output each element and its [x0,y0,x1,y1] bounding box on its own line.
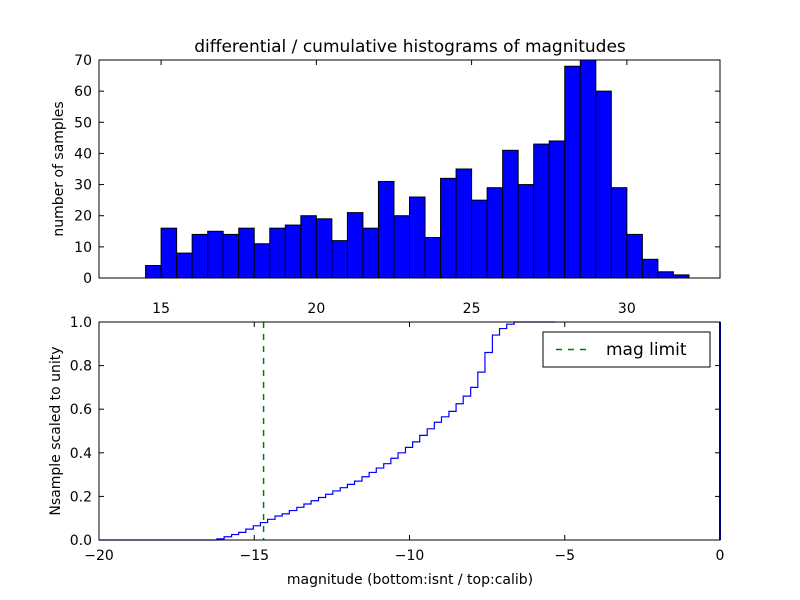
bottom-x-tick-label: −20 [84,548,114,564]
cumulative-step-line [99,321,556,541]
histogram-bar [564,65,581,279]
histogram-bar [409,196,426,279]
top-x-tick-label: 25 [463,301,481,317]
histogram-bar [284,224,302,279]
histogram-bar [253,243,271,279]
histogram-bar [533,143,550,279]
histogram-bar [377,180,395,279]
top-y-tick-label: 40 [74,146,92,162]
histogram-bar [238,227,255,279]
top-x-tick-label: 30 [618,301,636,317]
histogram-bar [657,271,674,279]
histogram-bar [502,149,519,279]
top-y-tick-label: 10 [74,240,92,256]
bottom-x-axis-label: magnitude (bottom:isnt / top:calib) [287,572,533,588]
histogram-bar [362,227,379,279]
histogram-bar [331,240,348,279]
top-y-axis-label: number of samples [51,101,67,236]
top-x-ticks: 15 20 25 30 [152,60,636,317]
histogram-bar [548,140,566,279]
histogram-bar [160,227,178,279]
top-y-tick-label: 70 [74,53,92,69]
bottom-x-tick-label: 0 [716,548,725,564]
bottom-y-axis-label: Nsample scaled to unity [48,346,64,515]
bottom-y-tick-label: 0.4 [70,446,92,462]
bottom-y-tick-label: 0.6 [70,402,92,418]
legend: mag limit [542,331,711,368]
bottom-x-ticks: −20 −15 −10 −5 0 [84,322,724,564]
top-y-tick-label: 20 [74,209,92,225]
bottom-y-tick-label: 0.0 [70,533,92,549]
histogram-bar [145,265,162,279]
histogram-bar [207,230,224,279]
histogram-bar [626,233,643,279]
top-y-tick-label: 30 [74,178,92,194]
top-plot-frame [98,59,721,279]
legend-label-mag-limit: mag limit [606,340,687,360]
top-x-tick-label: 15 [152,301,170,317]
bottom-x-tick-label: −15 [239,548,269,564]
bottom-y-tick-label: 1.0 [70,315,92,331]
histogram-bar [191,233,209,279]
histogram-bar [300,215,317,279]
top-x-tick-label: 20 [307,301,325,317]
bottom-x-tick-label: −10 [395,548,425,564]
histogram-bar [471,199,488,279]
histogram-bar [315,218,333,279]
histogram-bar [424,237,442,279]
top-bars-group [145,59,690,279]
top-panel: 15 20 25 30 0 10 20 30 40 50 60 70 differential / … [51,37,721,317]
bottom-panel: −20 −15 −10 −5 0 0.0 0.2 0.4 0.6 0.8 1.0 magnitud… [48,315,724,588]
histogram-bar [393,215,411,279]
histogram-bar [610,187,628,279]
histogram-bar [486,187,504,279]
top-y-tick-label: 0 [83,271,92,287]
histogram-bar [269,227,286,279]
bottom-y-tick-label: 0.8 [70,359,92,375]
top-y-ticks: 0 10 20 30 40 50 60 70 [74,53,720,287]
histogram-bar [222,233,240,279]
histogram-bar [176,252,193,279]
bottom-y-tick-label: 0.2 [70,489,92,505]
histogram-bar [346,212,364,279]
bottom-y-ticks: 0.0 0.2 0.4 0.6 0.8 1.0 [70,315,720,549]
histogram-bar [641,258,659,279]
histogram-bar [440,177,457,279]
top-y-tick-label: 50 [74,115,92,131]
histogram-bar [517,184,535,279]
histogram-bar [595,90,612,279]
top-y-tick-label: 60 [74,84,92,100]
bottom-x-tick-label: −5 [554,548,575,564]
histogram-bar [579,59,597,279]
histogram-bar [455,168,473,279]
chart-title: differential / cumulative histograms of … [194,37,626,57]
